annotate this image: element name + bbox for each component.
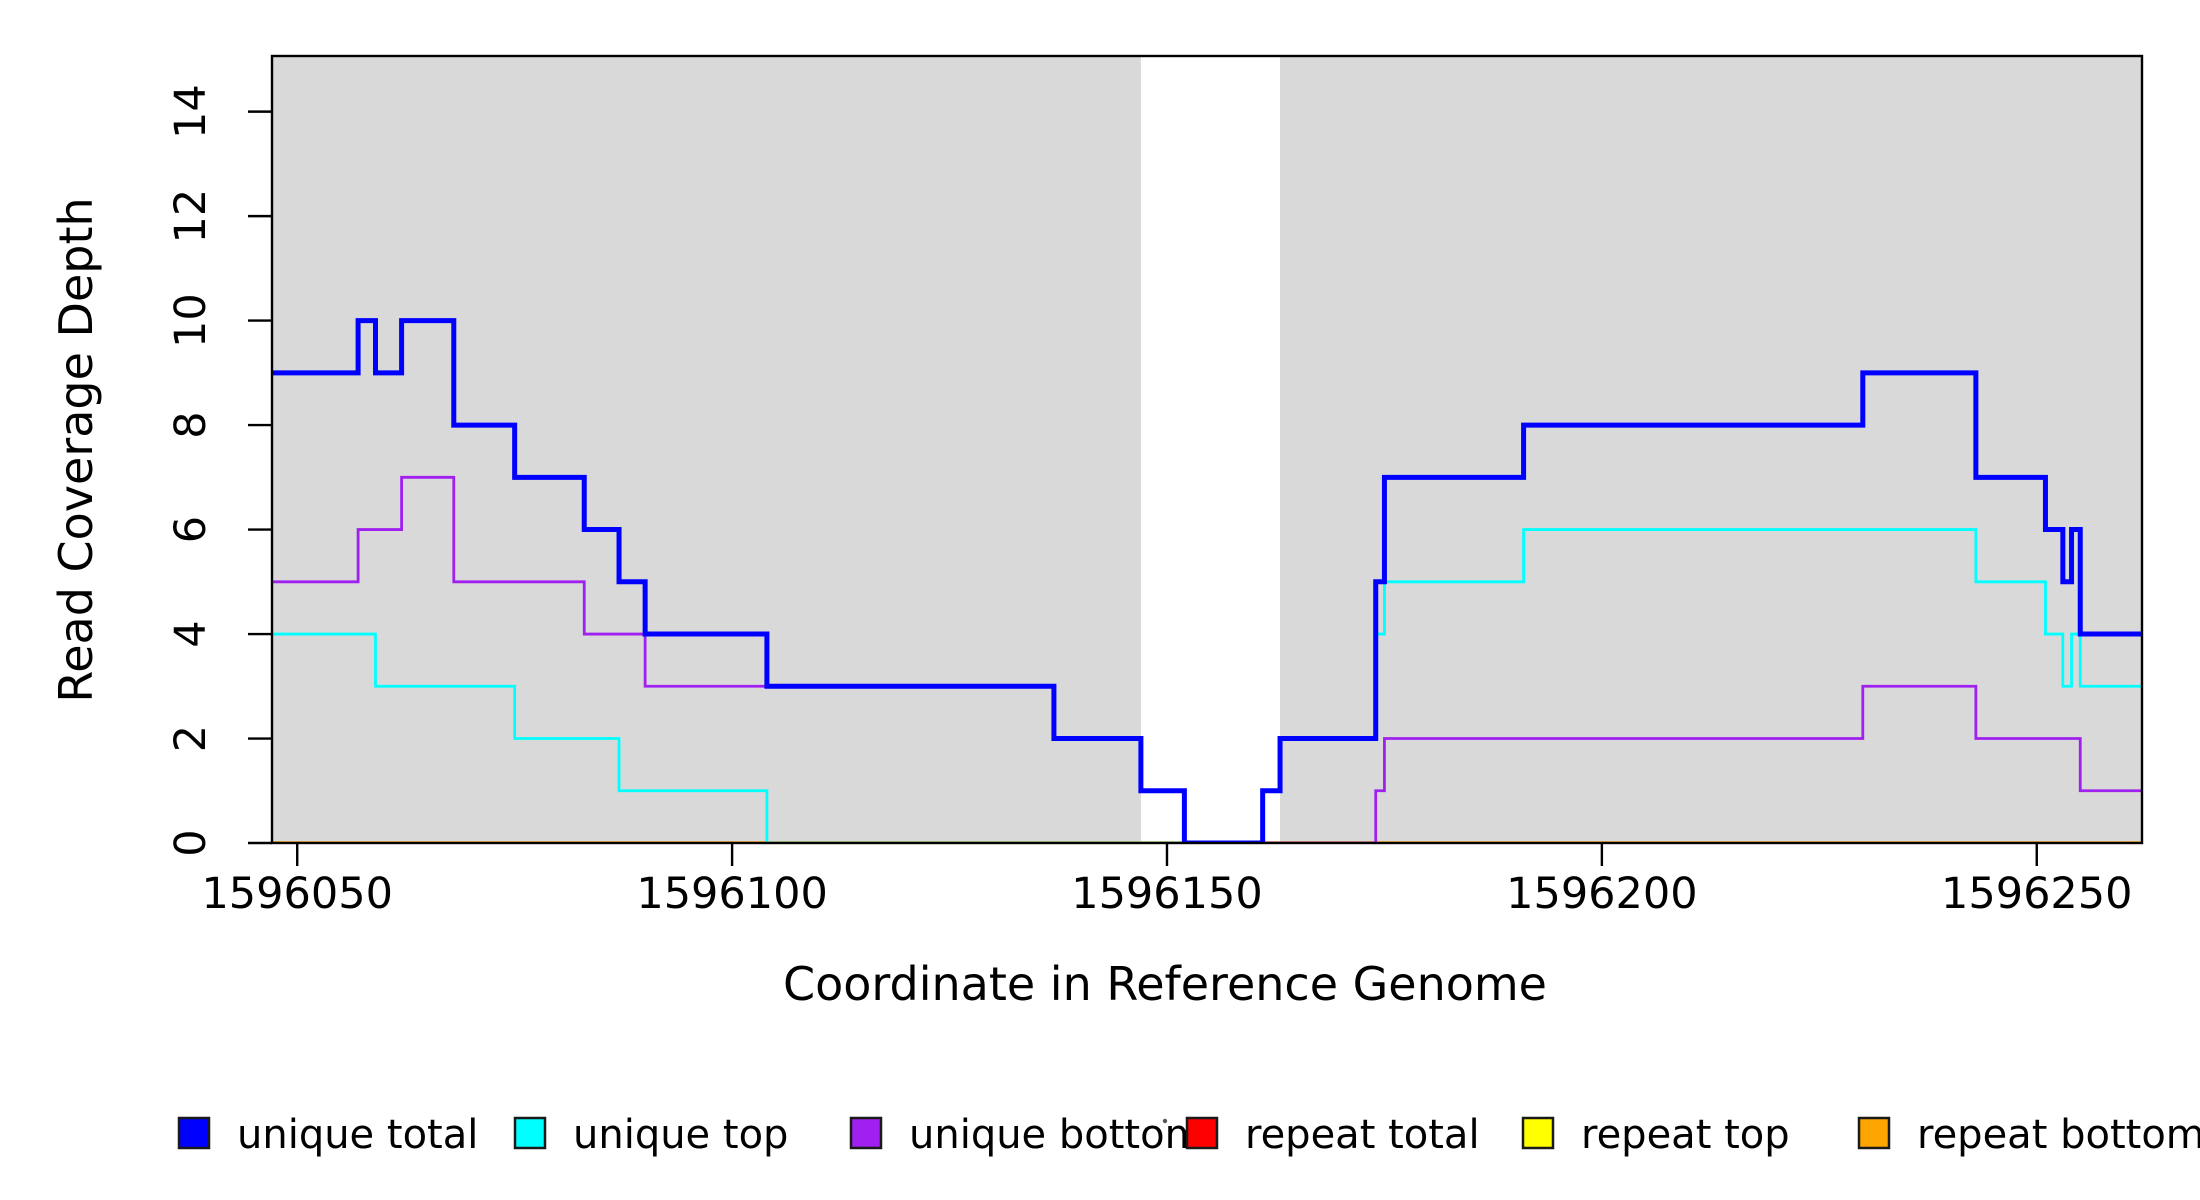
coverage-series: [272, 318, 2142, 843]
repeat-region-bands: [272, 56, 2142, 843]
y-axis-title: Read Coverage Depth: [49, 197, 103, 702]
repeat-region-band: [1280, 56, 2142, 843]
legend-label: repeat bottom: [1917, 1112, 2200, 1158]
legend-swatch: [1521, 1116, 1555, 1150]
y-tick-label: 0: [166, 829, 216, 856]
series-unique-top: [272, 528, 2142, 843]
legend-label: repeat total: [1245, 1112, 1480, 1158]
legend-label: repeat top: [1581, 1112, 1790, 1158]
legend-swatch: [177, 1116, 211, 1150]
legend-item-repeat-bottom: repeat bottom: [1857, 1112, 2200, 1158]
repeat-region-band: [272, 56, 1141, 843]
legend-swatch: [1185, 1116, 1219, 1150]
legend-label: unique total: [237, 1112, 478, 1158]
x-tick-label: 1596200: [1506, 869, 1698, 919]
x-tick-label: 1596150: [1071, 869, 1263, 919]
x-tick-label: 1596100: [636, 869, 828, 919]
y-tick-label: 2: [166, 725, 216, 752]
legend-label: unique top: [573, 1112, 788, 1158]
legend-label: unique bottom: [909, 1112, 1204, 1158]
legend-item-repeat-total: repeat total: [1185, 1112, 1480, 1158]
y-tick-label: 14: [166, 84, 216, 139]
x-axis-ticks: 1596050 1596100 1596150 1596200 1596250: [201, 843, 2133, 919]
legend: unique total unique top unique bottom repea…: [177, 1112, 2200, 1158]
series-unique-total: [272, 318, 2142, 843]
x-tick-label: 1596250: [1941, 869, 2133, 919]
y-tick-label: 4: [166, 620, 216, 647]
speck: [1162, 1118, 1168, 1124]
legend-item-unique-bottom: unique bottom: [849, 1112, 1204, 1158]
y-tick-label: 8: [166, 411, 216, 438]
legend-item-unique-total: unique total: [177, 1112, 478, 1158]
legend-swatch: [1857, 1116, 1891, 1150]
legend-item-unique-top: unique top: [513, 1112, 788, 1158]
y-tick-label: 12: [166, 189, 216, 244]
y-tick-label: 6: [166, 516, 216, 543]
x-axis-title: Coordinate in Reference Genome: [783, 957, 1547, 1011]
x-tick-label: 1596050: [201, 869, 393, 919]
y-tick-label: 10: [166, 293, 216, 348]
plot-border: [270, 54, 2144, 845]
y-axis-ticks: 0 2 4 6 8 10 12 14: [166, 84, 272, 857]
legend-swatch: [849, 1116, 883, 1150]
legend-swatch: [513, 1116, 547, 1150]
legend-item-repeat-top: repeat top: [1521, 1112, 1790, 1158]
